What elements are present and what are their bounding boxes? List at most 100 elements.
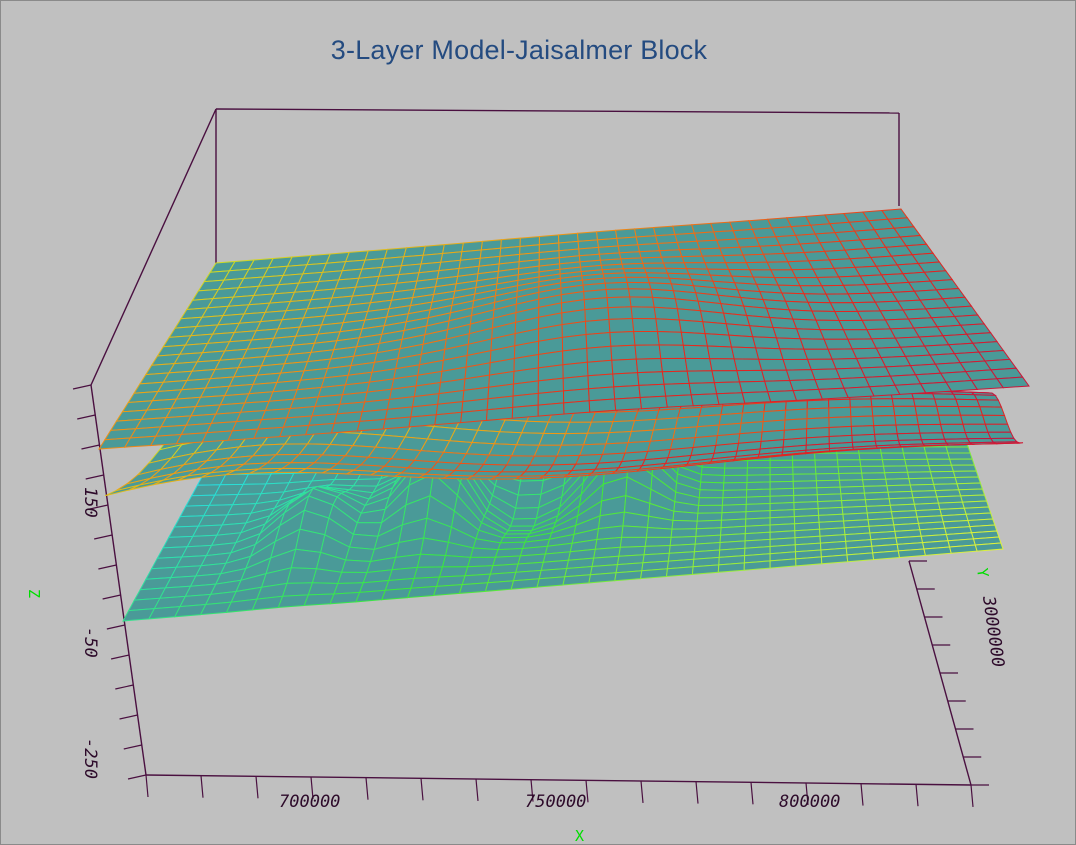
mesh-cell [660, 357, 688, 373]
x-tick [365, 777, 369, 800]
mesh-cell [752, 336, 781, 350]
mesh-cell [607, 306, 633, 320]
mesh-cell [792, 480, 818, 489]
mesh-cell [717, 562, 745, 573]
mesh-cell [716, 392, 746, 405]
z-tick [127, 774, 147, 780]
mesh-cell [769, 466, 794, 476]
z-tick [119, 714, 138, 720]
mesh-cell [806, 358, 837, 371]
y-axis-label: Y [973, 567, 992, 578]
mesh-cell [627, 288, 654, 298]
mesh-cell [792, 459, 817, 468]
mesh-cell [691, 564, 720, 575]
z-tick [89, 504, 109, 510]
mesh-cell [904, 458, 930, 467]
mesh-cell [767, 390, 798, 403]
mesh-cell [827, 348, 858, 360]
mesh-cell [588, 572, 617, 584]
y-tick-label: 3000000 [978, 594, 1008, 669]
mesh-cell [381, 587, 412, 601]
mesh-cell [914, 405, 940, 416]
mesh-cell [660, 256, 686, 264]
mesh-cell [688, 382, 718, 396]
mesh-cell [902, 452, 928, 461]
x-tick [970, 784, 974, 807]
x-tick [695, 781, 699, 804]
mesh-cell [721, 254, 748, 264]
mesh-cell [460, 409, 488, 424]
mesh-cell [608, 317, 635, 334]
mesh-cell [741, 391, 772, 404]
mesh-cell [728, 334, 757, 349]
mesh-cell [828, 416, 852, 429]
mesh-cell [722, 489, 748, 499]
mesh-cell [613, 384, 641, 400]
mesh-cell [868, 384, 901, 397]
mesh-cell [723, 467, 748, 477]
mesh-cell [861, 472, 887, 481]
mesh-cell [835, 367, 867, 380]
mesh-cell [761, 369, 791, 382]
mesh-cell [952, 470, 979, 479]
mesh-cell [704, 333, 733, 348]
z-tick [77, 414, 96, 420]
mesh-cell [746, 459, 771, 469]
mesh-cell [996, 442, 1024, 445]
mesh-cell [820, 554, 849, 565]
mesh-cell [746, 467, 771, 476]
mesh-cell [286, 567, 318, 584]
mesh-cell [806, 399, 830, 410]
mesh-cell [736, 369, 766, 383]
mesh-cell [609, 330, 636, 347]
mesh-cell [622, 267, 647, 274]
mesh-cell [810, 368, 841, 381]
box-left-back-edge [90, 108, 217, 386]
mesh-cell [792, 466, 817, 475]
mesh-cell [923, 446, 949, 454]
mesh-cell [769, 487, 795, 497]
mesh-cell [509, 517, 538, 527]
mesh-cell [434, 411, 463, 426]
mesh-cell [882, 465, 909, 474]
mesh-cell [795, 556, 823, 567]
mesh-cell [939, 423, 966, 434]
mesh-cell [936, 405, 962, 416]
mesh-cell [718, 246, 744, 257]
mesh-cell [814, 466, 840, 475]
mesh-cell [733, 358, 763, 372]
mesh-cell [621, 525, 649, 538]
x-tick [915, 784, 919, 807]
mesh-cell [658, 249, 683, 258]
z-tick [85, 474, 104, 480]
mesh-cell [458, 582, 489, 594]
mesh-cell [923, 546, 952, 556]
z-tick [102, 594, 121, 600]
z-axis-line [90, 384, 147, 776]
mesh-cell [696, 239, 721, 250]
mesh-cell [665, 394, 694, 408]
mesh-cell [514, 493, 542, 509]
x-tick [255, 776, 259, 799]
mesh-cell [588, 398, 617, 413]
mesh-cell [690, 393, 720, 407]
mesh-cell [227, 428, 259, 441]
mesh-cell [281, 582, 314, 597]
mesh-cell [698, 489, 724, 499]
mesh-cell [850, 425, 876, 436]
mesh-cell [849, 406, 874, 418]
mesh-cell [279, 424, 310, 438]
mesh-cell [843, 386, 875, 399]
mesh-cell [948, 544, 978, 554]
z-tick [106, 624, 125, 630]
mesh-cell [665, 566, 694, 578]
mesh-cell [749, 325, 778, 339]
mesh-cell [803, 348, 833, 360]
mesh-cell [681, 255, 706, 264]
mesh-cell [814, 452, 839, 461]
x-tick-label: 750000 [525, 792, 586, 812]
surfaces [98, 208, 1030, 622]
mesh-cell [928, 464, 955, 473]
mesh-cell [738, 380, 769, 394]
x-tick [475, 778, 479, 802]
